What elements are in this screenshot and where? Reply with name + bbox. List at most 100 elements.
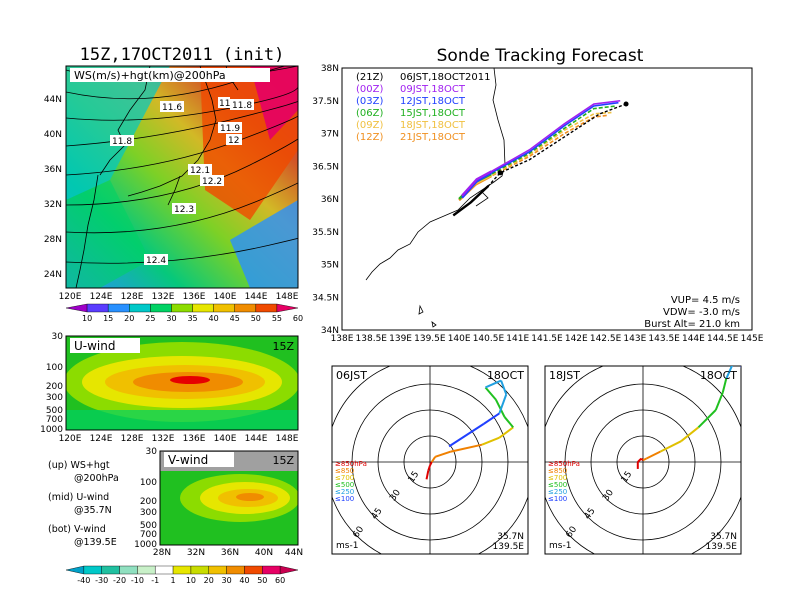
speed-band-north: [66, 66, 170, 200]
u-panel-time: 15Z: [272, 340, 294, 353]
legend-code: (21Z): [356, 72, 383, 83]
lat-tick: 37N: [321, 130, 339, 140]
y-tick: 500: [46, 406, 63, 416]
contour-label: 12: [228, 136, 239, 146]
lon-tick: 144.5E: [707, 334, 739, 344]
hodograph-segment: [740, 366, 741, 368]
u-core: [170, 376, 210, 384]
x-tick: 36N: [221, 548, 239, 558]
hodograph-segment: [430, 456, 437, 463]
legend-code: (12Z): [356, 132, 383, 143]
lon-tick: 141.5E: [531, 334, 563, 344]
contour-label: 11: [219, 99, 230, 109]
tracking-coastline: [365, 68, 506, 328]
trajectory-3: [458, 105, 617, 200]
lon-tick: 139.5E: [414, 334, 446, 344]
u-frame: [65, 335, 299, 431]
y-tick: 200: [140, 497, 157, 507]
descent-rate: VDW= -3.0 m/s: [663, 307, 740, 318]
y-tick: 700: [46, 415, 63, 425]
colorbar-swatch: [129, 303, 151, 313]
hodograph-segment: [697, 409, 717, 429]
x-tick: 136E: [183, 434, 206, 444]
note-bot: (bot) V-wind: [48, 524, 106, 535]
colorbar-swatch: [192, 303, 214, 313]
lon-tick: 139E: [389, 334, 412, 344]
colorbar-swatch: [171, 303, 193, 313]
lon-tick: 143E: [623, 334, 646, 344]
note-up: (up) WS+hgt: [48, 460, 110, 471]
level-legend: ≥850hPa: [548, 460, 580, 468]
u-panel-label: U-wind: [74, 339, 115, 353]
legend-code: (06Z): [356, 108, 383, 119]
contour-label: 11.8: [112, 137, 132, 147]
colorbar-swatch: [255, 303, 278, 313]
wind-speed-colorbar: 10 15 20 25 30 35 40 45 50 55 60: [65, 303, 303, 323]
colorbar-tick: 50: [257, 576, 267, 585]
level-legend: ≤250: [548, 488, 567, 496]
hodograph-segment: [646, 450, 661, 460]
lat-tick: 36.5N: [312, 162, 339, 172]
v-x-ticks: 28N 32N 36N 40N 44N: [153, 548, 303, 558]
map-frame: [65, 65, 299, 289]
y-tick: 1000: [40, 425, 63, 435]
colorbar-tick: 30: [222, 576, 232, 585]
v-label-box: [164, 452, 234, 467]
colorbar-tick: 60: [293, 314, 303, 323]
v-panel-time: 15Z: [272, 454, 294, 467]
hodograph-segment: [429, 461, 433, 466]
tracking-title: Sonde Tracking Forecast: [437, 46, 644, 66]
hodograph-segment: [714, 392, 724, 411]
colorbar-swatch: [244, 565, 263, 575]
colorbar-tick: -10: [131, 576, 144, 585]
hodo-time: 06JST: [336, 369, 367, 382]
lat-tick: 36N: [44, 165, 62, 175]
colorbar-tick: -40: [77, 576, 90, 585]
y-tick: 700: [140, 530, 157, 540]
burst-altitude: Burst Alt= 21.0 km: [644, 319, 740, 330]
lon-tick: 132E: [152, 292, 175, 302]
hodograph-segment: [427, 465, 431, 471]
v-frame: [159, 450, 299, 546]
hodograph-segment: [500, 380, 508, 395]
hodograph-segment: [498, 394, 508, 414]
level-legend: ≤250: [335, 488, 354, 496]
map-label-box: [70, 68, 270, 82]
colorbar-tick: 45: [230, 314, 240, 323]
lon-tick: 143.5E: [648, 334, 680, 344]
wind-speed-map: 11.6 11 11.8 11.8 11.9 12 12.1 12.2 12.3…: [66, 66, 298, 288]
colorbar-tick: 60: [275, 576, 285, 585]
colorbar-tick: 30: [166, 314, 176, 323]
y-tick: 100: [46, 363, 63, 373]
hodograph-segment: [425, 470, 430, 480]
tracking-map: [365, 68, 629, 328]
hodo-lat: 35.7N: [497, 532, 524, 542]
level-legend: ≤850: [548, 467, 567, 475]
x-tick: 40N: [255, 548, 273, 558]
colorbar-swatch: [234, 303, 257, 313]
lat-tick: 32N: [44, 200, 62, 210]
legend-time: 09JST,18OCT: [400, 84, 466, 95]
left-map-title: 15Z,17OCT2011 (init): [80, 45, 285, 65]
hodograph-segment: [680, 426, 700, 442]
colorbar-tick: 15: [103, 314, 113, 323]
v-core: [236, 493, 264, 501]
speed-band-se: [230, 200, 298, 288]
level-legend: ≤700: [548, 474, 567, 482]
legend-time: 15JST,18OCT: [400, 108, 466, 119]
level-legend: ≤700: [335, 474, 354, 482]
legend-code: (03Z): [356, 96, 383, 107]
contour-label: 12.1: [190, 166, 210, 176]
lon-tick: 140E: [214, 292, 237, 302]
hodograph-segment: [485, 379, 502, 389]
lon-tick: 136E: [183, 292, 206, 302]
x-tick: 140E: [214, 434, 237, 444]
tracking-frame: [341, 67, 753, 331]
colorbar-swatch: [276, 303, 299, 313]
hodo-lon: 139.5E: [493, 542, 525, 552]
ascent-segment: [452, 185, 490, 217]
ascent-segment: [461, 170, 492, 197]
hodograph-segment: [659, 440, 682, 453]
lon-tick: 144E: [682, 334, 705, 344]
